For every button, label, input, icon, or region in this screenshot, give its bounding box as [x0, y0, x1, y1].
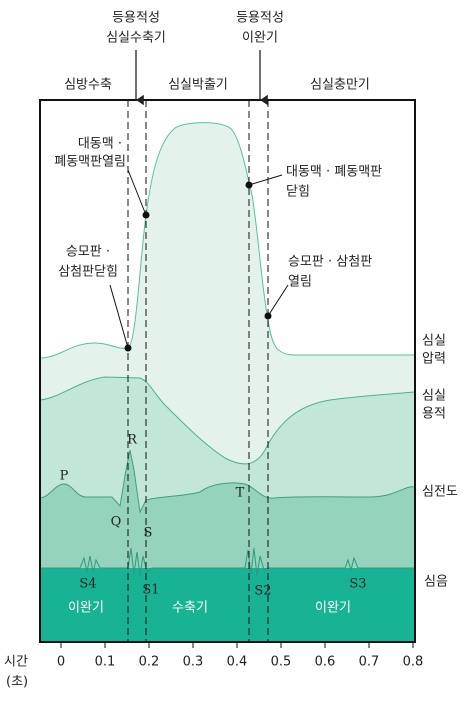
band-label: 심실 [422, 389, 446, 404]
sound-label: S3 [349, 577, 366, 592]
annotation: 승모판 · 삼첨판 [288, 255, 372, 270]
cycle-phase: 이완기 [315, 601, 351, 616]
ecg-label: T [236, 486, 245, 501]
phase-label: 심실박출기 [168, 78, 228, 93]
phase-label: 심방수축 [64, 78, 112, 93]
ecg-label: S [144, 526, 153, 541]
band-label: 심실 [422, 334, 446, 349]
sound-label: S4 [79, 577, 96, 592]
top-label: 등용적성 [236, 11, 284, 26]
tick-label: 0.5 [271, 655, 292, 670]
ecg-label: P [60, 469, 69, 484]
cycle-phase: 이완기 [68, 601, 104, 616]
heart-sound-trace [40, 547, 415, 577]
band-label: 용적 [422, 407, 446, 422]
ecg-label: R [127, 433, 138, 448]
ecg-label: Q [111, 515, 122, 530]
time-axis: 0 0.1 0.2 0.3 0.4 0.5 0.6 0.7 0.8 [57, 642, 423, 670]
axis-label: (초) [6, 675, 28, 690]
tick-label: 0.8 [403, 655, 424, 670]
tick-label: 0.3 [183, 655, 204, 670]
tick-label: 0.7 [359, 655, 380, 670]
leader [267, 284, 289, 317]
sound-band [40, 568, 415, 642]
sound-label: S1 [142, 583, 159, 598]
annotation: 닫힘 [286, 185, 310, 200]
tick-label: 0.4 [227, 655, 248, 670]
band-label: 심음 [424, 575, 448, 590]
cycle-phase: 수축기 [172, 601, 208, 616]
annotation: 대동맥 · [78, 137, 122, 152]
top-label: 심실수축기 [106, 31, 166, 46]
plot-frame [39, 99, 416, 643]
phase-lines [127, 100, 269, 642]
leader [127, 169, 147, 216]
band-label: 심전도 [422, 485, 458, 500]
annotation: 승모판 · [66, 245, 110, 260]
annotation: 폐동맥판열림 [54, 155, 126, 170]
leader [248, 174, 283, 186]
top-label: 등용적성 [112, 11, 160, 26]
phase-label: 심실충만기 [310, 78, 370, 93]
annotation: 열림 [288, 275, 312, 290]
band-label: 압력 [422, 352, 446, 367]
leader [109, 284, 129, 349]
annotation: 삼첨판닫힘 [58, 265, 118, 280]
annotation-dots [109, 169, 289, 352]
tick-label: 0.6 [315, 655, 336, 670]
axis-label: 시간 [4, 655, 28, 670]
tick-label: 0 [57, 655, 65, 670]
top-label: 이완기 [242, 31, 278, 46]
sound-label: S2 [254, 584, 271, 599]
bands [39, 99, 416, 643]
annotation: 대동맥 · 폐동맥판 [286, 165, 382, 180]
tick-label: 0.1 [95, 655, 116, 670]
tick-label: 0.2 [139, 655, 160, 670]
